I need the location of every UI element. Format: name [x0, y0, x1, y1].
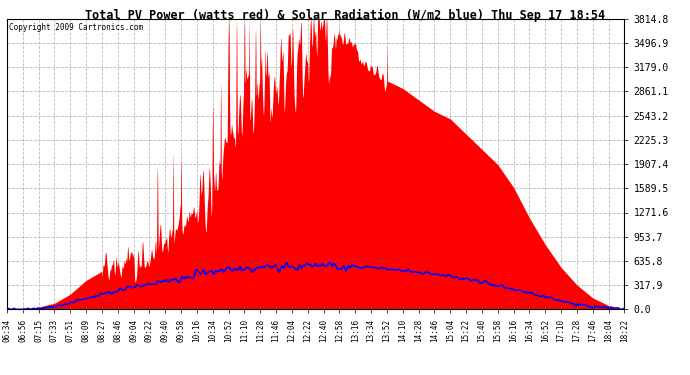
- Text: Total PV Power (watts red) & Solar Radiation (W/m2 blue) Thu Sep 17 18:54: Total PV Power (watts red) & Solar Radia…: [85, 9, 605, 22]
- Text: Copyright 2009 Cartronics.com: Copyright 2009 Cartronics.com: [9, 23, 143, 32]
